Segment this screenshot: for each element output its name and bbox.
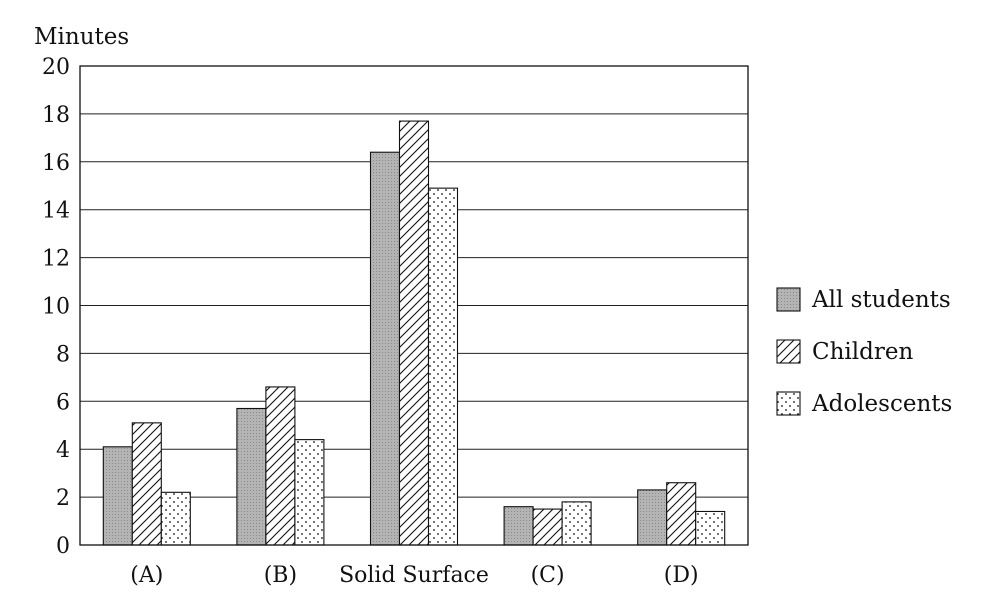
y-tick-label: 4 <box>56 438 70 463</box>
bar <box>532 508 563 546</box>
x-tick-label: (A) <box>130 563 163 588</box>
bar <box>160 491 191 546</box>
bars <box>102 120 726 546</box>
bar <box>369 151 401 546</box>
y-tick-label: 6 <box>56 390 70 415</box>
y-axis-ticks: 0 2 4 6 8 10 12 14 16 18 20 <box>42 55 70 559</box>
x-tick-label: (B) <box>264 563 297 588</box>
bar <box>561 501 592 546</box>
bar <box>236 407 267 546</box>
y-tick-label: 18 <box>42 103 70 128</box>
plot-frame <box>79 65 749 546</box>
y-tick-label: 14 <box>42 199 70 224</box>
x-tick-label: Solid Surface <box>339 563 489 588</box>
bar <box>398 120 430 546</box>
y-tick-label: 8 <box>56 342 70 367</box>
x-axis-ticks: (A) (B) Solid Surface (C) (D) <box>130 563 698 588</box>
bar <box>265 386 296 546</box>
y-tick-label: 10 <box>42 295 70 320</box>
bar <box>503 506 534 546</box>
bar <box>427 187 459 546</box>
bar <box>294 439 325 546</box>
y-tick-label: 0 <box>56 534 70 559</box>
y-tick-label: 12 <box>42 247 70 272</box>
x-tick-label: (D) <box>664 563 699 588</box>
bar <box>666 482 697 546</box>
legend-label: Children <box>812 339 913 365</box>
bar <box>131 422 162 546</box>
bar <box>102 446 133 546</box>
y-tick-label: 20 <box>42 55 70 80</box>
bar <box>637 489 668 546</box>
legend-label: All students <box>811 287 951 313</box>
legend-swatch <box>776 391 801 416</box>
legend-swatch <box>776 339 801 364</box>
x-tick-label: (C) <box>531 563 565 588</box>
legend: All students Children Adolescents <box>776 287 952 417</box>
y-axis-label: Minutes <box>34 24 129 50</box>
legend-label: Adolescents <box>811 391 952 417</box>
bar <box>695 510 726 546</box>
y-tick-label: 16 <box>42 151 70 176</box>
legend-swatch <box>776 287 801 312</box>
y-tick-label: 2 <box>56 486 70 511</box>
